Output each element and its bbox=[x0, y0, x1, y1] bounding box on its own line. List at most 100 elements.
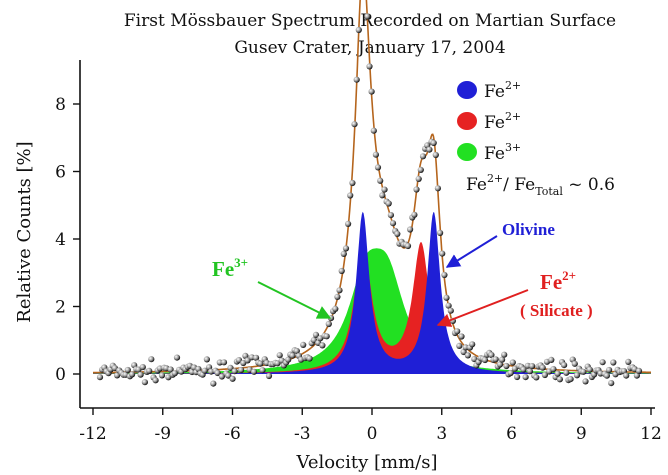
data-point bbox=[276, 352, 283, 359]
data-point bbox=[503, 362, 510, 370]
legend-label-2-base: Fe bbox=[484, 113, 505, 133]
data-point bbox=[370, 127, 377, 134]
data-point bbox=[507, 369, 514, 377]
annotation-olivine-label: Olivine bbox=[502, 220, 555, 239]
data-point bbox=[137, 371, 144, 378]
x-tick-label: 0 bbox=[367, 424, 378, 444]
data-point bbox=[218, 373, 225, 380]
data-point bbox=[214, 369, 221, 377]
data-point bbox=[623, 372, 630, 379]
y-axis-label: Relative Counts [%] bbox=[14, 141, 35, 322]
data-point bbox=[529, 363, 536, 370]
data-point bbox=[573, 372, 581, 379]
data-point bbox=[139, 364, 146, 371]
data-point bbox=[338, 267, 345, 275]
data-point bbox=[492, 356, 499, 363]
data-point bbox=[635, 367, 643, 374]
ratio-sep: / bbox=[503, 175, 514, 195]
data-point bbox=[340, 250, 347, 257]
legend: Fe2+ Fe2+ Fe3+ bbox=[457, 79, 521, 164]
data-point bbox=[353, 76, 360, 83]
ratio-tail: ~ 0.6 bbox=[563, 175, 615, 195]
data-point bbox=[496, 361, 504, 368]
ratio-b: Fe bbox=[514, 175, 535, 195]
data-point bbox=[419, 153, 427, 160]
data-point bbox=[625, 358, 632, 365]
data-point bbox=[501, 351, 508, 358]
data-point bbox=[454, 328, 461, 335]
data-point bbox=[300, 341, 307, 348]
y-tick-label: 4 bbox=[55, 230, 66, 250]
annotation-fe3: Fe3+ bbox=[212, 255, 332, 319]
annotation-olivine: Olivine bbox=[445, 220, 555, 268]
data-point bbox=[561, 362, 568, 369]
annotation-fe3-sup: 3+ bbox=[234, 255, 248, 270]
data-point bbox=[146, 367, 153, 374]
data-point bbox=[124, 366, 131, 374]
data-point bbox=[599, 359, 606, 366]
data-point bbox=[173, 354, 181, 361]
annotation-fe2-base: Fe bbox=[540, 270, 562, 294]
data-point bbox=[325, 320, 332, 328]
y-tick-label: 2 bbox=[55, 298, 66, 318]
legend-label-3: Fe3+ bbox=[484, 141, 521, 164]
measured-points bbox=[96, 13, 643, 387]
annotation-fe2-arrow bbox=[436, 289, 529, 327]
data-point bbox=[334, 293, 341, 300]
data-point bbox=[323, 333, 330, 340]
data-point bbox=[426, 146, 433, 153]
data-point bbox=[445, 302, 452, 309]
data-point bbox=[148, 356, 155, 363]
data-point bbox=[539, 364, 546, 371]
data-point bbox=[389, 220, 397, 227]
x-axis-label: Velocity [mm/s] bbox=[295, 452, 437, 473]
annotation-fe3-arrow bbox=[257, 281, 332, 319]
data-point bbox=[167, 366, 174, 373]
data-point bbox=[364, 13, 371, 20]
data-point bbox=[404, 242, 412, 250]
data-point bbox=[366, 63, 373, 70]
data-point bbox=[238, 366, 245, 374]
ratio-a: Fe bbox=[466, 175, 487, 195]
x-tick-label: -6 bbox=[224, 424, 241, 444]
data-point bbox=[332, 305, 339, 312]
legend-label-1-sup: 2+ bbox=[505, 79, 521, 92]
data-point bbox=[152, 377, 159, 384]
data-point bbox=[312, 331, 320, 338]
data-point bbox=[464, 352, 471, 359]
annotation-fe3-label: Fe3+ bbox=[212, 255, 248, 281]
x-tick-label: 12 bbox=[640, 424, 662, 444]
data-point bbox=[394, 230, 401, 237]
data-point bbox=[548, 356, 555, 363]
data-point bbox=[610, 359, 617, 366]
data-point bbox=[385, 200, 392, 207]
data-point bbox=[481, 356, 489, 364]
data-point bbox=[229, 375, 236, 382]
data-point bbox=[556, 376, 564, 383]
data-point bbox=[253, 354, 260, 361]
data-point bbox=[231, 368, 238, 375]
data-point bbox=[293, 347, 300, 355]
data-point bbox=[550, 366, 557, 373]
data-point bbox=[345, 220, 352, 227]
data-point bbox=[372, 151, 379, 158]
data-point bbox=[225, 372, 232, 379]
data-point bbox=[462, 344, 469, 351]
data-point bbox=[456, 342, 463, 349]
x-tick-label: 9 bbox=[576, 424, 587, 444]
data-point bbox=[606, 366, 613, 374]
data-point bbox=[413, 186, 420, 193]
data-point bbox=[582, 378, 589, 385]
data-point bbox=[586, 366, 593, 373]
data-point bbox=[265, 372, 273, 380]
area-olivine bbox=[93, 211, 651, 374]
data-point bbox=[469, 341, 476, 348]
data-point bbox=[171, 370, 178, 377]
data-point bbox=[432, 151, 439, 159]
data-point bbox=[526, 368, 534, 375]
data-point bbox=[533, 374, 540, 381]
data-point bbox=[520, 366, 527, 373]
data-point bbox=[443, 294, 450, 301]
x-tick-label: 3 bbox=[436, 424, 447, 444]
